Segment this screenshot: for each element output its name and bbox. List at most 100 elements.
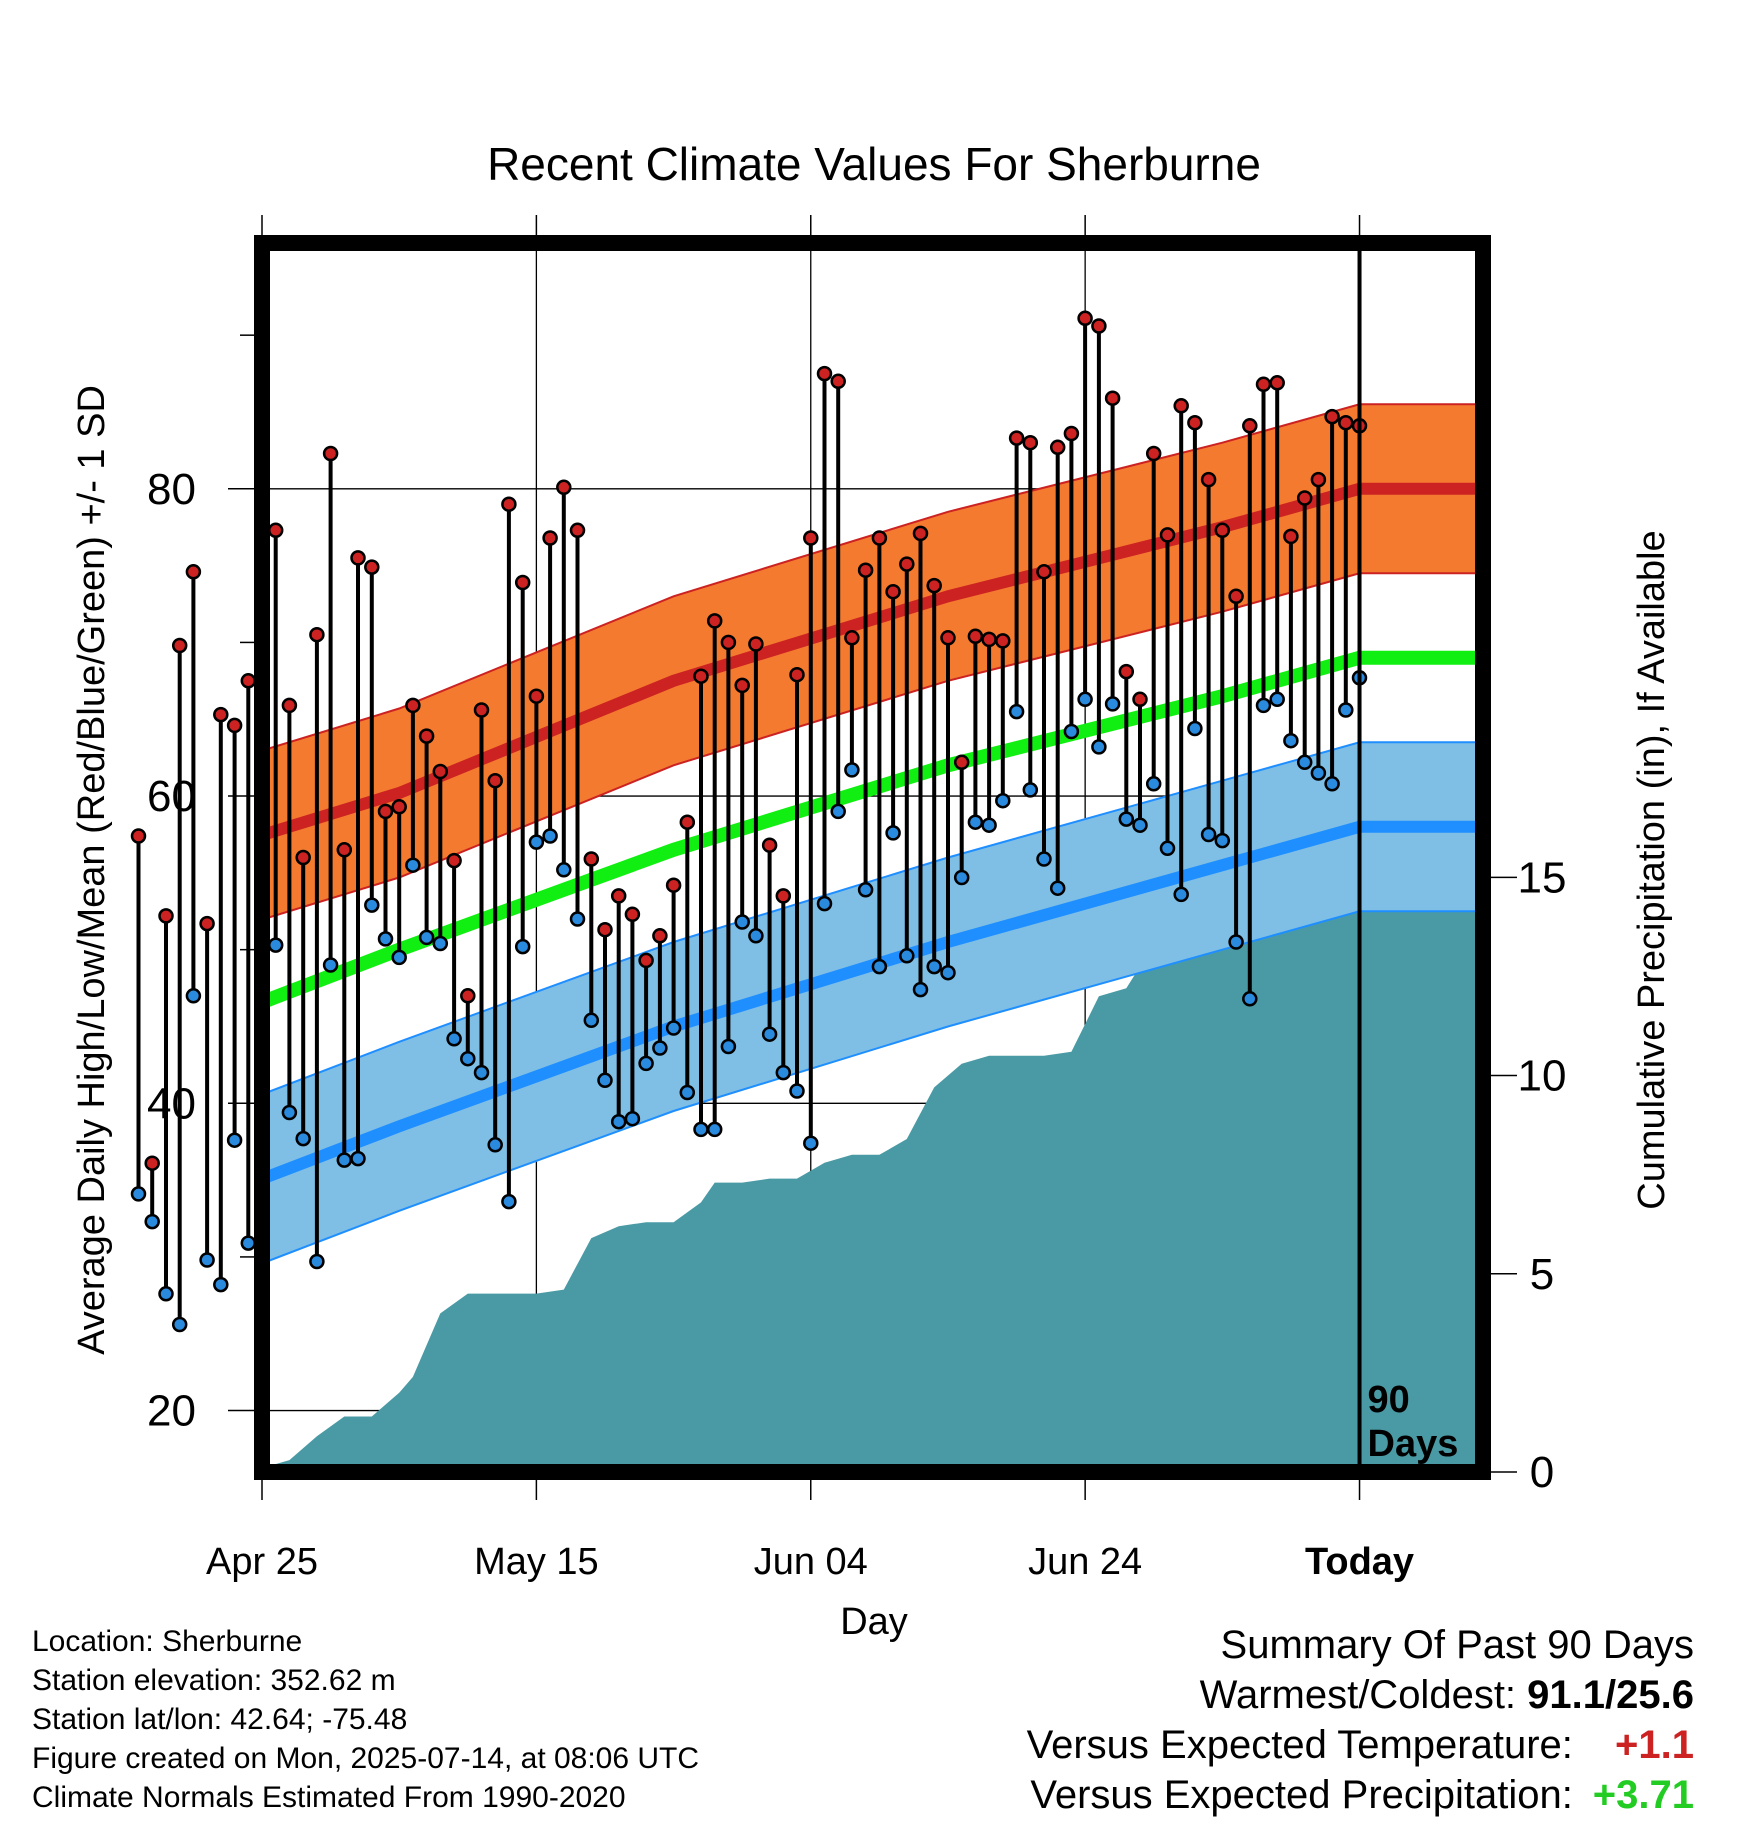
- summary-panel: Summary Of Past 90 Days Warmest/Coldest:…: [1027, 1620, 1694, 1820]
- high-point: [1077, 310, 1093, 327]
- high-point: [130, 828, 147, 844]
- high-point: [967, 628, 984, 645]
- high-point: [720, 634, 737, 651]
- high-point: [391, 799, 407, 815]
- low-point: [528, 834, 545, 850]
- low-point: [364, 897, 380, 913]
- high-point: [569, 522, 586, 539]
- x-tick-label: Today: [1305, 1541, 1414, 1583]
- low-point: [610, 1113, 627, 1130]
- low-point: [1132, 817, 1148, 833]
- low-point: [597, 1072, 613, 1089]
- y2-tick-label: 5: [1530, 1250, 1554, 1299]
- high-point: [1145, 445, 1162, 462]
- high-point: [1104, 390, 1121, 406]
- high-point: [1310, 471, 1327, 488]
- high-point: [556, 479, 572, 496]
- high-point: [322, 445, 339, 462]
- low-point: [569, 911, 586, 927]
- axes: Apr 25 May 15 Jun 04 Jun 24 Today 20 40 60 80 0 5 1…: [147, 215, 1566, 1583]
- high-point: [377, 803, 394, 820]
- low-point: [912, 981, 929, 998]
- high-point: [185, 564, 202, 580]
- low-point: [158, 1286, 174, 1302]
- summary-precip: Versus Expected Precipitation: +3.71: [1027, 1770, 1694, 1820]
- high-point: [748, 636, 764, 652]
- low-point: [967, 814, 984, 830]
- low-point: [1118, 811, 1135, 827]
- low-point: [185, 988, 202, 1004]
- plot-border: [254, 235, 1491, 1480]
- y-tick-label: 40: [147, 1079, 196, 1128]
- low-point: [803, 1135, 819, 1151]
- high-point: [1187, 414, 1203, 431]
- high-point: [158, 908, 174, 924]
- low-point: [679, 1084, 696, 1101]
- low-point: [391, 949, 407, 966]
- x-tick-label: Apr 25: [206, 1541, 318, 1583]
- low-point: [1214, 832, 1231, 849]
- high-point: [460, 988, 476, 1004]
- low-point: [1310, 765, 1327, 781]
- low-point: [1159, 840, 1176, 857]
- low-point: [1008, 703, 1025, 720]
- latlon-text: Station lat/lon: 42.64; -75.48: [32, 1703, 408, 1736]
- low-point: [1242, 991, 1258, 1007]
- summary-temp: Versus Expected Temperature: +1.1: [1027, 1720, 1694, 1770]
- high-point: [1036, 564, 1052, 580]
- high-point: [995, 633, 1011, 649]
- high-point: [912, 525, 929, 542]
- low-point: [1063, 723, 1080, 740]
- high-point: [1296, 490, 1313, 506]
- x-tick-label: May 15: [474, 1541, 599, 1583]
- high-point: [816, 365, 833, 382]
- precipitation-area: [262, 857, 1483, 1472]
- high-point: [953, 754, 970, 771]
- created-text: Figure created on Mon, 2025-07-14, at 08…: [32, 1742, 700, 1775]
- high-point: [871, 530, 888, 546]
- low-point: [556, 862, 572, 878]
- low-point: [693, 1121, 709, 1138]
- y-axis-label: Average Daily High/Low/Mean (Red/Blue/Gr…: [71, 385, 113, 1355]
- low-point: [213, 1276, 229, 1293]
- high-point: [926, 577, 942, 594]
- high-point: [652, 928, 668, 944]
- low-point: [1022, 782, 1039, 798]
- low-point: [377, 931, 394, 947]
- low-point: [226, 1132, 243, 1148]
- temp-label: Versus Expected Temperature:: [1026, 1723, 1573, 1767]
- low-point: [940, 964, 956, 981]
- x-tick-label: Jun 04: [754, 1541, 868, 1583]
- low-point: [281, 1104, 298, 1121]
- high-point: [199, 915, 215, 932]
- high-point: [213, 706, 229, 723]
- y-tick-label: 20: [147, 1387, 196, 1436]
- temp-value: +1.1: [1615, 1723, 1694, 1767]
- low-point: [405, 857, 421, 873]
- high-point: [583, 851, 600, 867]
- low-point: [926, 958, 942, 975]
- high-point: [1159, 527, 1176, 543]
- low-point: [501, 1193, 517, 1210]
- low-point: [885, 825, 901, 841]
- low-point: [1173, 886, 1189, 903]
- low-point: [432, 935, 449, 952]
- location-text: Location: Sherburne: [32, 1625, 303, 1658]
- high-point: [1324, 408, 1340, 425]
- chart-title: Recent Climate Values For Sherburne: [487, 138, 1261, 190]
- high-point: [171, 637, 188, 654]
- high-point: [706, 613, 723, 629]
- low-point: [761, 1026, 778, 1042]
- high-point: [693, 668, 709, 684]
- low-point: [995, 792, 1011, 809]
- low-point: [953, 869, 970, 886]
- high-point: [1132, 691, 1148, 708]
- high-point: [1255, 376, 1272, 393]
- today-days-label: Days: [1368, 1423, 1459, 1465]
- high-point: [418, 728, 435, 744]
- low-point: [857, 882, 874, 898]
- high-point: [267, 522, 284, 539]
- today-days-number: 90: [1368, 1379, 1410, 1421]
- y2-tick-label: 0: [1530, 1448, 1554, 1497]
